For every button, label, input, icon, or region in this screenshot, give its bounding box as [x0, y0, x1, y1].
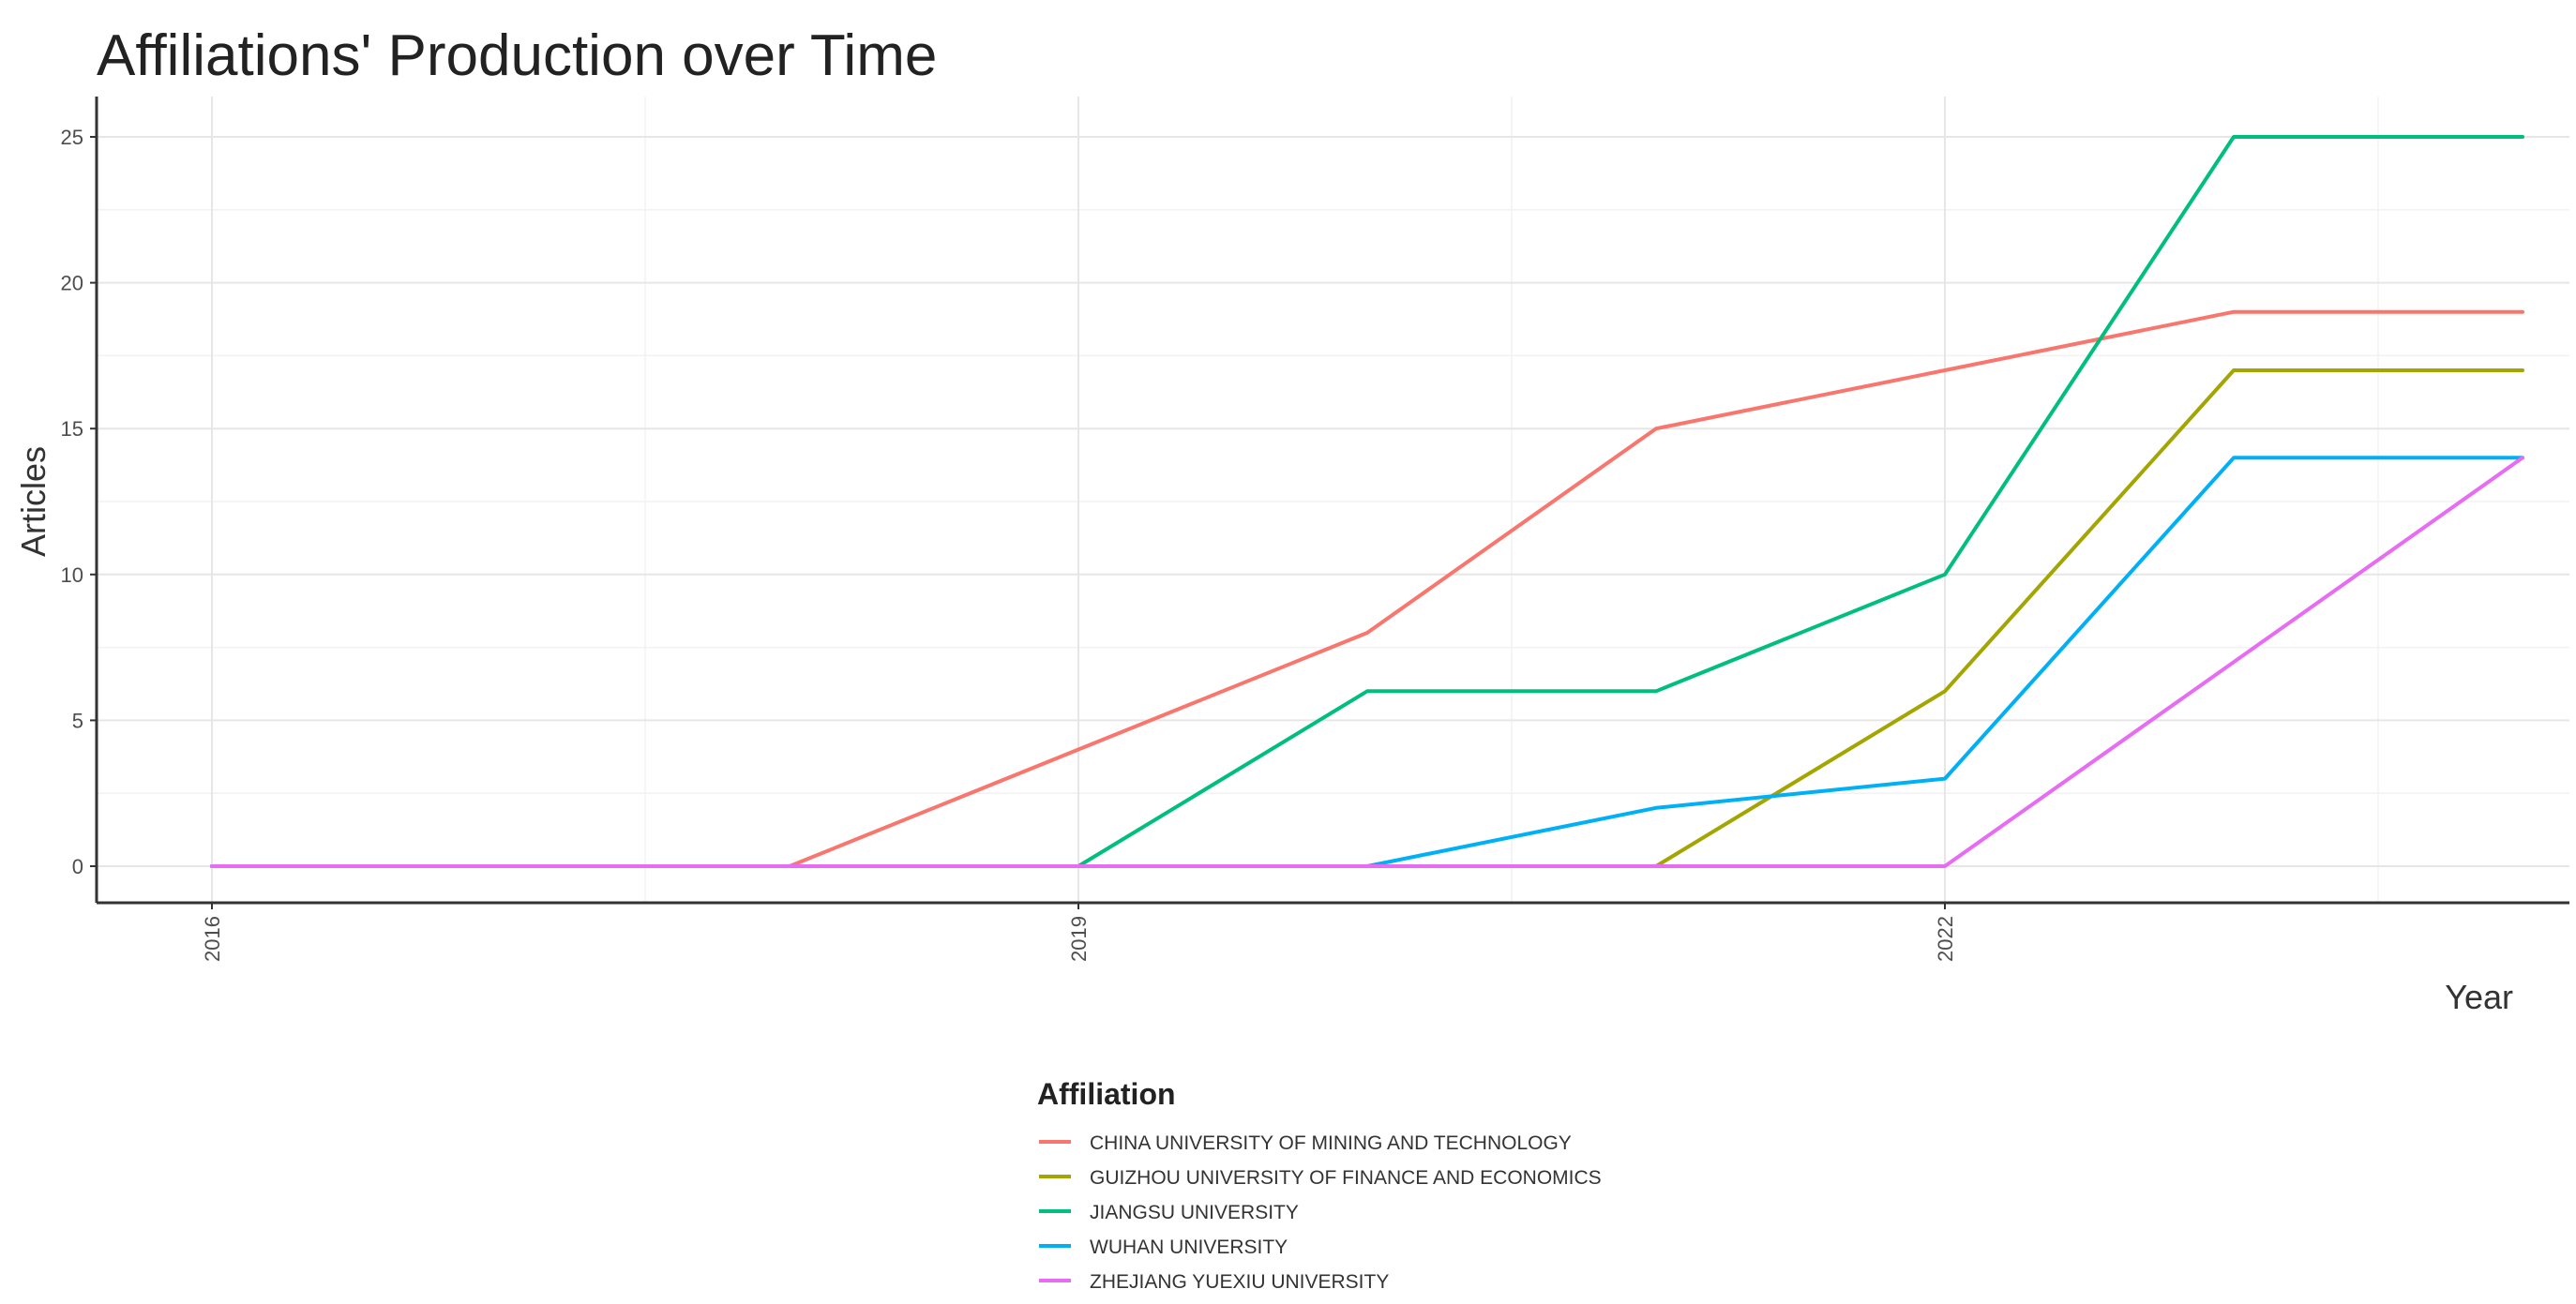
x-tick-label: 2019 — [1067, 916, 1091, 962]
x-axis-title: Year — [2445, 978, 2513, 1016]
series-line — [210, 456, 2524, 868]
legend-item: WUHAN UNIVERSITY — [1039, 1237, 1288, 1258]
legend-label: GUIZHOU UNIVERSITY OF FINANCE AND ECONOM… — [1090, 1167, 1602, 1189]
x-axis: 2016 2019 2022 — [97, 901, 2569, 962]
x-tick-label: 2016 — [201, 916, 224, 962]
legend-item: ZHEJIANG YUEXIU UNIVERSITY — [1039, 1271, 1389, 1293]
series-line — [210, 456, 2524, 868]
legend-item: CHINA UNIVERSITY OF MINING AND TECHNOLOG… — [1039, 1132, 1572, 1154]
y-tick-label: 15 — [61, 417, 83, 441]
legend-label: CHINA UNIVERSITY OF MINING AND TECHNOLOG… — [1090, 1132, 1572, 1154]
y-tick-label: 20 — [61, 272, 83, 295]
legend: Affiliation CHINA UNIVERSITY OF MINING A… — [1037, 1077, 1602, 1293]
legend-title: Affiliation — [1037, 1077, 1176, 1111]
legend-label: ZHEJIANG YUEXIU UNIVERSITY — [1090, 1271, 1389, 1293]
y-axis: 0 5 10 15 20 25 — [61, 97, 98, 903]
y-tick-label: 5 — [72, 709, 83, 732]
legend-label: JIANGSU UNIVERSITY — [1090, 1202, 1299, 1223]
y-axis-title: Articles — [14, 446, 53, 557]
series-line — [210, 368, 2524, 868]
chart-title: Affiliations' Production over Time — [97, 23, 937, 88]
legend-item: GUIZHOU UNIVERSITY OF FINANCE AND ECONOM… — [1039, 1167, 1602, 1189]
x-tick-label: 2022 — [1934, 916, 1957, 962]
legend-label: WUHAN UNIVERSITY — [1090, 1237, 1288, 1258]
series-line — [210, 309, 2524, 868]
y-tick-label: 25 — [61, 126, 83, 149]
legend-items: CHINA UNIVERSITY OF MINING AND TECHNOLOG… — [1039, 1132, 1602, 1293]
y-tick-label: 10 — [61, 563, 83, 587]
plot-panel — [97, 97, 2569, 903]
legend-item: JIANGSU UNIVERSITY — [1039, 1202, 1299, 1223]
y-tick-label: 0 — [72, 855, 83, 878]
series-layer — [210, 135, 2524, 868]
